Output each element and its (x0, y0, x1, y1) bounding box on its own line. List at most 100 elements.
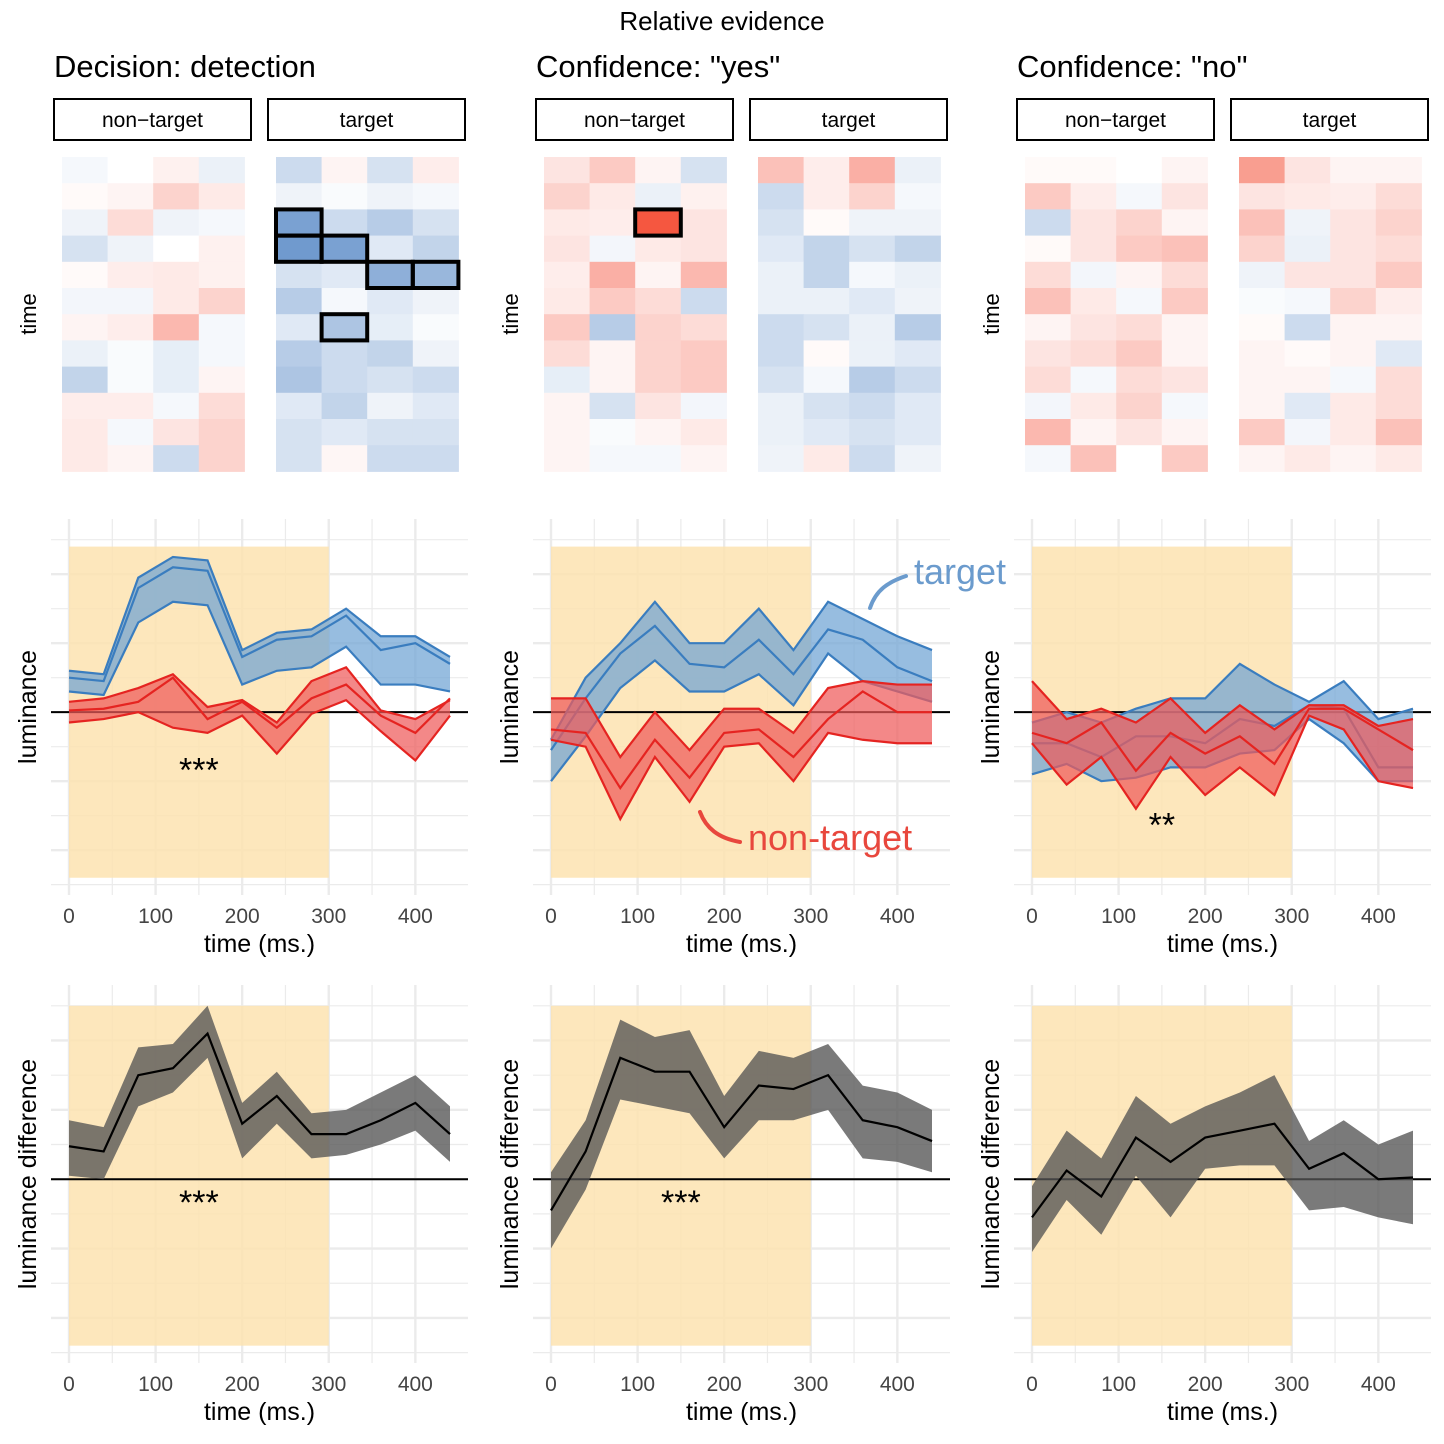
highlighted-cell (410, 259, 461, 290)
heatmap-cell (1330, 235, 1377, 263)
x-tick-label: 200 (225, 1373, 260, 1396)
heatmap-cell (321, 445, 368, 472)
heatmap-cell (198, 235, 245, 263)
target-annotation-label: target (914, 551, 1006, 592)
heatmap-cell (107, 209, 154, 237)
heatmap-cell (1375, 261, 1422, 289)
heatmap-cell (894, 392, 941, 420)
heatmap-cell (544, 183, 591, 210)
heatmap-cell (544, 314, 591, 341)
heatmap-cell (635, 261, 682, 289)
heatmap-cell (1375, 419, 1422, 446)
y-axis-label: luminance difference (496, 1059, 524, 1289)
heatmap-cell (62, 235, 109, 263)
heatmap-cell (635, 366, 682, 394)
heatmap-cell (1025, 288, 1072, 315)
heatmap-cell (276, 392, 323, 420)
heatmap-cell (589, 183, 636, 210)
heatmap-cell (1116, 340, 1163, 368)
heatmap-cell (107, 419, 154, 446)
facet-label: target (822, 109, 876, 132)
heatmap-cell (198, 157, 245, 184)
heatmap-cell (412, 340, 459, 368)
heatmap-cell (758, 392, 805, 420)
heatmap-cell (1116, 314, 1163, 341)
heatmap-cell (321, 314, 368, 341)
heatmap-cell (544, 209, 591, 237)
confidence-band-difference (69, 1005, 450, 1180)
heatmap-cell (589, 392, 636, 420)
heatmap-cell (758, 445, 805, 472)
heatmap-cell (894, 157, 941, 184)
heatmap-cell (276, 445, 323, 472)
heatmap-cell (589, 340, 636, 368)
series-line-difference (68, 1031, 451, 1153)
heatmap-cell (412, 366, 459, 394)
heatmap-cell (107, 392, 154, 420)
heatmap-cell (1161, 340, 1208, 368)
x-tick-label: 100 (1101, 905, 1136, 928)
heatmap-cell (1161, 183, 1208, 210)
heatmap-cell (1025, 314, 1072, 341)
heatmap-cell (367, 392, 414, 420)
heatmap-cell (544, 445, 591, 472)
heatmap-cell (589, 209, 636, 237)
heatmap-cell (849, 366, 896, 394)
significance-stars: *** (179, 1184, 219, 1222)
heatmap-cell (1070, 419, 1117, 446)
facet-label: non−target (1065, 109, 1166, 132)
y-axis-label: luminance difference (14, 1059, 42, 1289)
heatmap-cell (1375, 288, 1422, 315)
heatmap-cell (412, 183, 459, 210)
heatmap-cell (1025, 235, 1072, 263)
heatmap-cell (1070, 445, 1117, 472)
heatmap-cell (894, 419, 941, 446)
heatmap-cell (276, 340, 323, 368)
heatmap-cell (849, 157, 896, 184)
heatmap-cell (107, 366, 154, 394)
heatmap-cell (803, 419, 850, 446)
heatmap-cell (107, 261, 154, 289)
heatmap-cell (758, 235, 805, 263)
x-tick-label: 200 (707, 1373, 742, 1396)
heatmap-cell (1161, 314, 1208, 341)
panel-title: Confidence: "no" (1017, 49, 1248, 84)
heatmap-cell (1284, 157, 1331, 184)
series-line-target (550, 624, 933, 751)
heatmap-cell (758, 288, 805, 315)
heatmap-cell (198, 261, 245, 289)
heatmap-cell (62, 340, 109, 368)
heatmap-cell (849, 392, 896, 420)
heatmap-cell (758, 366, 805, 394)
heatmap-cell (758, 157, 805, 184)
heatmap-cell (276, 366, 323, 394)
heatmap-cell (1070, 183, 1117, 210)
x-tick-label: 400 (880, 1373, 915, 1396)
heatmap-cell (1070, 235, 1117, 263)
line-panel: *** 0 100 200 300 400 time (ms.) luminance (14, 519, 468, 958)
heatmap-cell (803, 209, 850, 237)
heatmap-cell (1161, 209, 1208, 237)
y-axis-label: luminance (977, 650, 1005, 764)
heatmap-cell (321, 261, 368, 289)
band-edge-lower-non-target (550, 731, 932, 822)
heatmap-cell (412, 235, 459, 263)
heatmap-cell (412, 261, 459, 289)
heatmap-cell (635, 392, 682, 420)
heatmap-cell (62, 209, 109, 237)
heatmap-cell (1116, 445, 1163, 472)
target-annotation-arrow (868, 574, 908, 610)
heatmap-cell (1330, 157, 1377, 184)
heatmap-cell (1239, 314, 1286, 341)
heatmap-cell (276, 288, 323, 315)
heatmap-cell (849, 288, 896, 315)
heatmap-cell (153, 261, 200, 289)
heatmap-cell (62, 288, 109, 315)
heatmap-cell (803, 340, 850, 368)
heatmap-cell (1161, 392, 1208, 420)
heatmap-cell (589, 235, 636, 263)
facet-strip (749, 98, 948, 141)
heatmap-cell (198, 419, 245, 446)
line-panel: *** 0 100 200 300 400 time (ms.) luminance diff… (496, 985, 950, 1426)
